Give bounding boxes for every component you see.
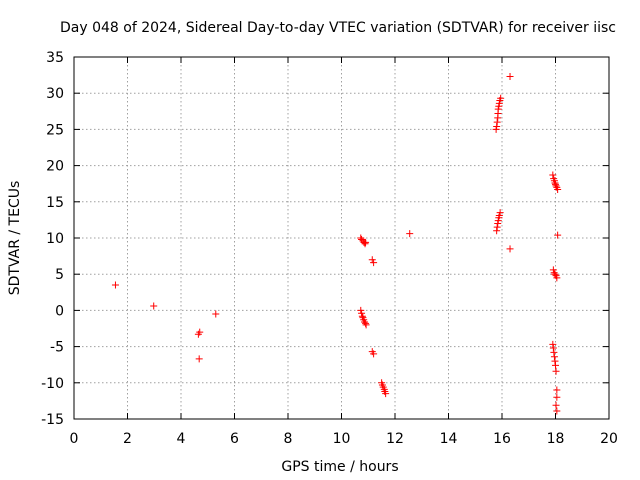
grid-lines	[74, 57, 609, 419]
y-axis-label: SDTVAR / TECUs	[7, 181, 23, 296]
y-tick-labels: -15 -10 -5 0 5 10 15 20 25 30 35	[41, 50, 64, 428]
data-point	[495, 99, 503, 107]
data-points	[111, 73, 562, 415]
x-tick-labels: 0 2 4 6 8 10 12 14 16 18 20	[70, 431, 618, 447]
data-point	[493, 118, 501, 126]
data-point	[494, 220, 502, 228]
data-point	[370, 259, 378, 267]
data-point	[549, 344, 557, 352]
data-point	[361, 240, 369, 248]
data-point	[494, 105, 502, 113]
data-point	[554, 231, 562, 239]
data-point	[550, 348, 558, 356]
data-point	[362, 319, 370, 327]
x-tick-label: 6	[230, 431, 239, 447]
data-point	[495, 212, 503, 220]
y-tick-label: -5	[50, 340, 64, 356]
data-point	[493, 123, 501, 131]
data-point	[552, 367, 560, 375]
x-tick-label: 14	[440, 431, 458, 447]
x-tick-label: 16	[493, 431, 511, 447]
data-point	[493, 227, 501, 235]
data-point	[358, 312, 366, 320]
plot-frame	[73, 56, 610, 420]
y-tick-label: 15	[46, 195, 64, 211]
y-tick-label: -15	[41, 412, 64, 428]
data-point	[370, 350, 378, 358]
x-tick-label: 10	[333, 431, 351, 447]
y-tick-label: 35	[46, 50, 64, 66]
data-point	[368, 256, 376, 264]
data-point	[550, 353, 558, 361]
y-tick-label: 0	[55, 303, 64, 319]
data-point	[554, 185, 562, 193]
data-point	[362, 321, 370, 329]
data-point	[361, 318, 369, 326]
data-point	[551, 179, 559, 187]
data-point	[553, 386, 561, 394]
data-point	[196, 328, 204, 336]
data-point	[492, 125, 500, 133]
data-point	[553, 274, 561, 282]
y-tick-label: 5	[55, 267, 64, 283]
x-tick-label: 2	[123, 431, 132, 447]
data-point	[111, 281, 119, 289]
y-tick-label: 20	[46, 159, 64, 175]
data-point	[493, 223, 501, 231]
y-tick-label: 10	[46, 231, 64, 247]
data-point	[506, 73, 514, 81]
axis-ticks	[73, 56, 610, 420]
data-point	[406, 230, 414, 238]
data-point	[552, 401, 560, 409]
data-point	[553, 393, 561, 401]
data-point	[494, 217, 502, 225]
data-point	[495, 102, 503, 110]
data-point	[497, 94, 505, 102]
data-point	[362, 238, 370, 246]
data-point	[496, 209, 504, 217]
data-point	[549, 266, 557, 274]
data-point	[552, 182, 560, 190]
y-tick-label: 25	[46, 122, 64, 138]
x-tick-label: 4	[177, 431, 186, 447]
data-point	[549, 171, 557, 179]
data-point	[150, 302, 158, 310]
data-point	[506, 245, 514, 253]
x-tick-label: 18	[547, 431, 565, 447]
data-point	[195, 355, 203, 363]
y-tick-label: 30	[46, 86, 64, 102]
data-point	[551, 270, 559, 278]
data-point	[549, 340, 557, 348]
x-tick-label: 0	[70, 431, 79, 447]
x-axis-label: GPS time / hours	[281, 459, 398, 475]
x-tick-label: 20	[600, 431, 618, 447]
data-point	[358, 309, 366, 317]
data-point	[212, 310, 220, 318]
y-tick-label: -10	[41, 376, 64, 392]
data-point	[552, 361, 559, 369]
data-point	[552, 180, 559, 188]
data-point	[551, 357, 559, 365]
chart-title: Day 048 of 2024, Sidereal Day-to-day VTE…	[60, 20, 616, 36]
data-point	[382, 390, 390, 398]
data-point	[553, 407, 561, 415]
data-point	[357, 306, 365, 314]
x-tick-label: 8	[284, 431, 293, 447]
x-tick-label: 12	[386, 431, 404, 447]
